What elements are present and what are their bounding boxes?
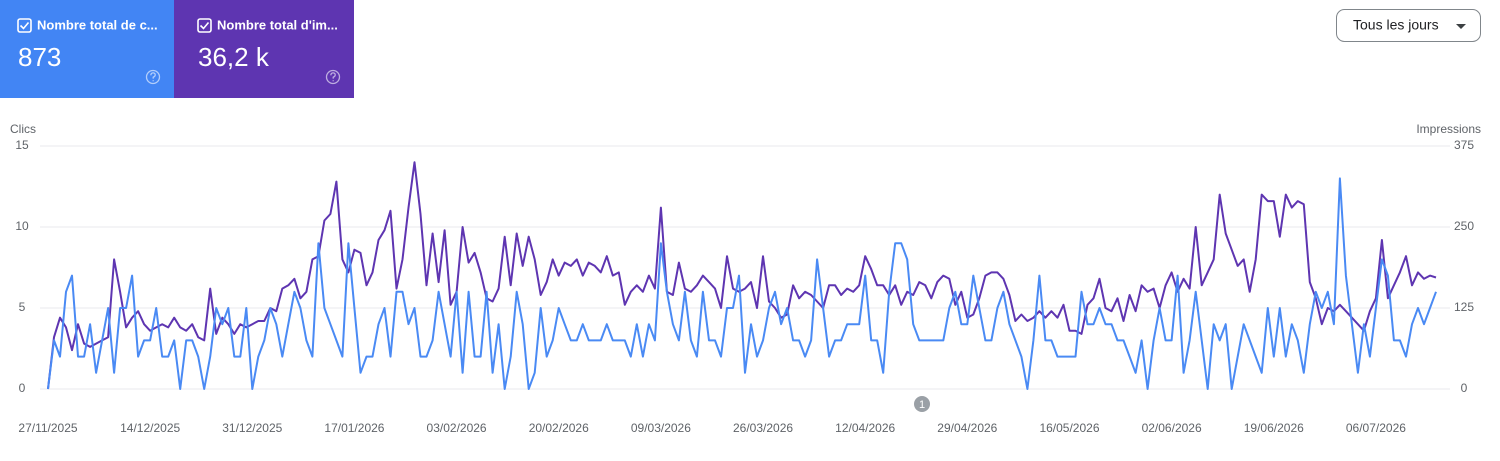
- checkmark: [199, 21, 210, 30]
- metric-label: Nombre total de c...: [37, 17, 158, 32]
- x-tick-label: 02/06/2026: [1142, 421, 1202, 435]
- y2-tick-label: 250: [1454, 219, 1474, 233]
- help-glyph: [150, 72, 156, 82]
- x-tick-label: 19/06/2026: [1244, 421, 1304, 435]
- x-tick-label: 20/02/2026: [529, 421, 589, 435]
- dropdown-box[interactable]: [1336, 9, 1481, 42]
- plot: [47, 161, 1437, 390]
- x-tick-label: 29/04/2026: [937, 421, 997, 435]
- y2-tick-label: 375: [1454, 138, 1474, 152]
- clicks-card[interactable]: Nombre total de c... 873: [0, 0, 174, 98]
- y-tick-label: 5: [19, 300, 26, 314]
- y2-tick-label: 0: [1461, 381, 1468, 395]
- metric-value: 36,2 k: [198, 42, 270, 72]
- x-tick-label: 12/04/2026: [835, 421, 895, 435]
- y2-tick-label: 125: [1454, 300, 1474, 314]
- help-icon[interactable]: [325, 69, 341, 85]
- y-tick-label: 10: [15, 219, 29, 233]
- x-tick-label: 06/07/2026: [1346, 421, 1406, 435]
- y-tick-label: 0: [19, 381, 26, 395]
- grid: 0 5 10 15 0 125 250 375 27/11/2025 14/12/2025 31/1…: [15, 138, 1474, 435]
- range-dropdown[interactable]: Tous les jours: [1336, 9, 1481, 42]
- help-glyph: [330, 72, 336, 82]
- x-tick-label: 17/01/2026: [324, 421, 384, 435]
- impressions-card[interactable]: Nombre total d'im... 36,2 k: [174, 0, 354, 98]
- x-tick-label: 16/05/2026: [1039, 421, 1099, 435]
- x-tick-label: 09/03/2026: [631, 421, 691, 435]
- x-tick-label: 26/03/2026: [733, 421, 793, 435]
- checkbox[interactable]: [197, 18, 212, 33]
- y-tick-label: 15: [15, 138, 29, 152]
- y-axis-title: Clics: [10, 122, 36, 136]
- annotation-marker[interactable]: [914, 396, 930, 412]
- x-tick-label: 27/11/2025: [18, 421, 77, 435]
- series-line: [47, 161, 1437, 390]
- annotation[interactable]: 1: [914, 396, 930, 412]
- x-tick-label: 31/12/2025: [222, 421, 282, 435]
- card-background: [0, 0, 174, 98]
- x-tick-label: 03/02/2026: [427, 421, 487, 435]
- x-tick-label: 14/12/2025: [120, 421, 180, 435]
- series-line: [47, 177, 1437, 390]
- help-icon[interactable]: [145, 69, 161, 85]
- metric-value: 873: [18, 42, 61, 72]
- card-background: [174, 0, 354, 98]
- metric-label: Nombre total d'im...: [217, 17, 338, 32]
- dropdown-label: Tous les jours: [1353, 17, 1439, 33]
- dropdown-arrow: [1456, 24, 1466, 29]
- annotation-label: 1: [919, 399, 925, 411]
- y2-axis-title: Impressions: [1416, 122, 1481, 136]
- checkmark: [19, 21, 30, 30]
- checkbox[interactable]: [17, 18, 32, 33]
